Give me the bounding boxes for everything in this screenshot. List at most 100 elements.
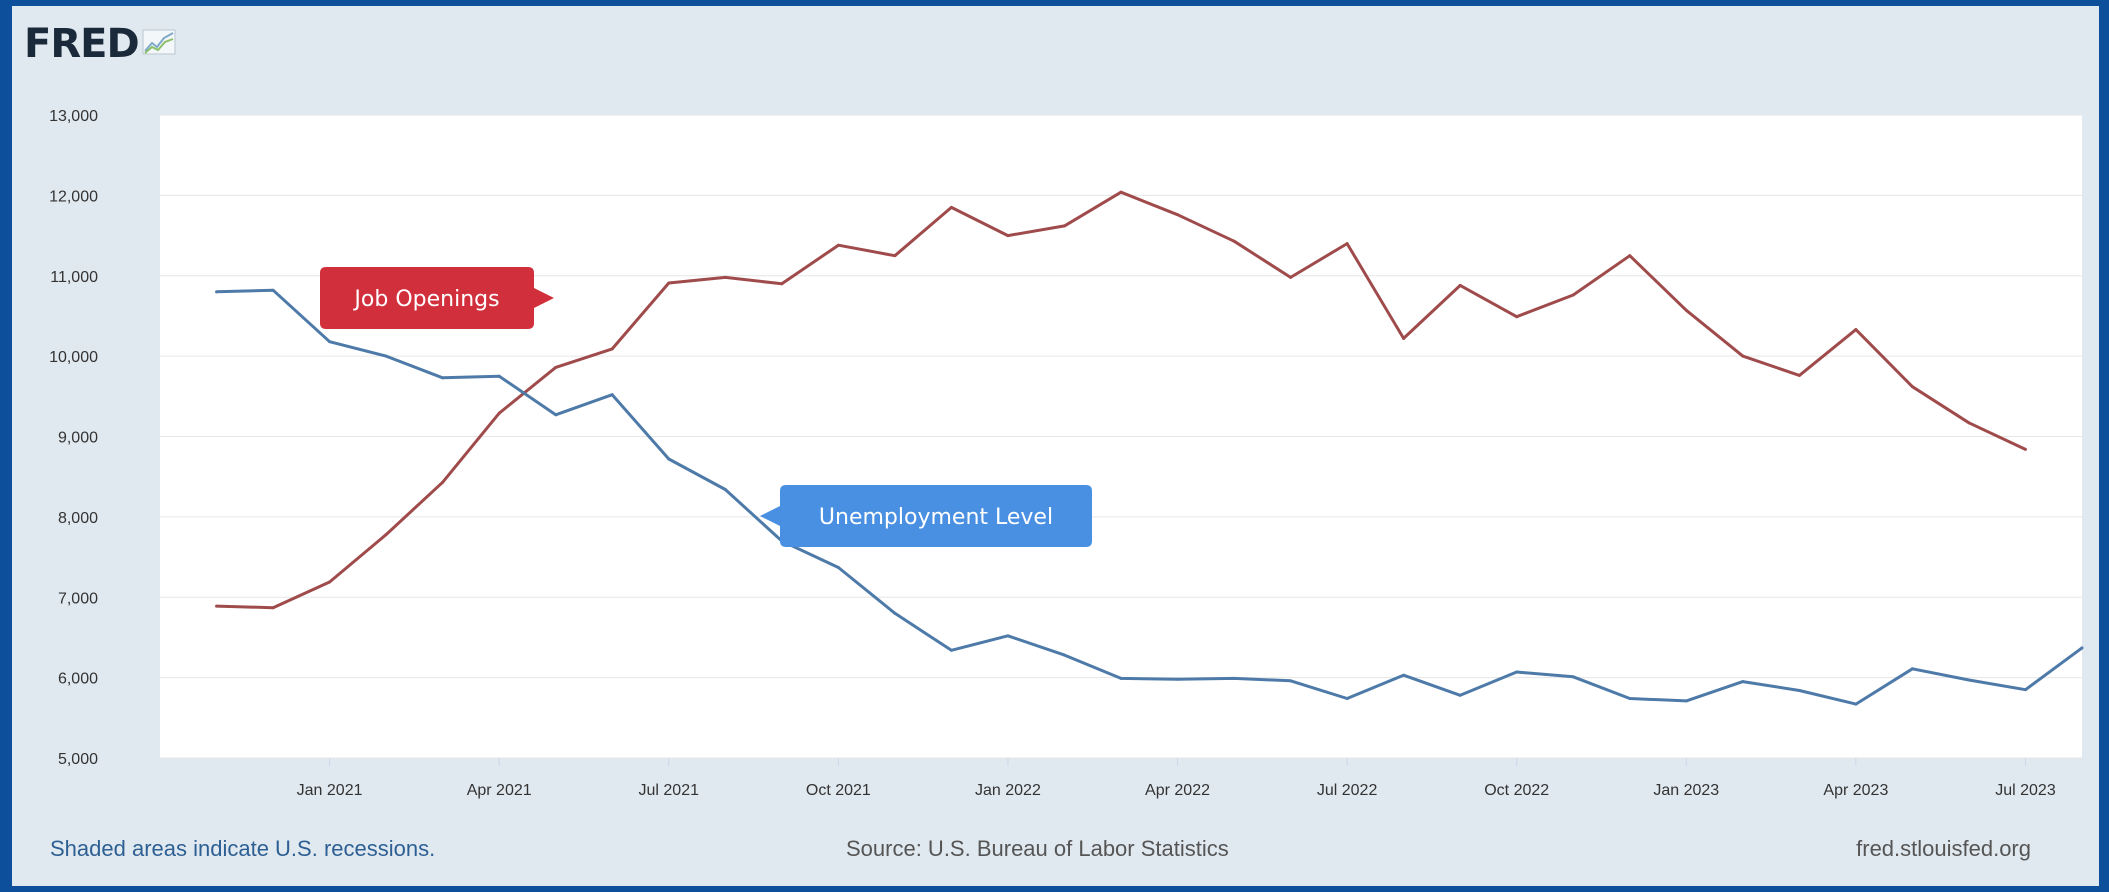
y-tick-label: 7,000 — [58, 590, 98, 607]
x-tick-label: Oct 2022 — [1484, 782, 1549, 799]
recession-note[interactable]: Shaded areas indicate U.S. recessions. — [50, 836, 436, 861]
data-point-unemployment-level — [441, 376, 445, 380]
data-point-unemployment-level — [215, 290, 219, 294]
y-tick-label: 10,000 — [49, 349, 98, 366]
data-point-job-openings — [554, 365, 558, 369]
data-point-job-openings — [723, 275, 727, 279]
data-point-unemployment-level — [497, 374, 501, 378]
data-point-job-openings — [1402, 336, 1406, 340]
data-point-unemployment-level — [667, 457, 671, 461]
data-point-unemployment-level — [1571, 675, 1575, 679]
data-point-job-openings — [1741, 354, 1745, 358]
data-point-unemployment-level — [1854, 702, 1858, 706]
data-point-job-openings — [1797, 373, 1801, 377]
data-point-unemployment-level — [723, 488, 727, 492]
data-point-unemployment-level — [893, 611, 897, 615]
x-tick-label: Jul 2021 — [639, 782, 700, 799]
data-point-unemployment-level — [1062, 653, 1066, 657]
data-point-job-openings — [271, 606, 275, 610]
y-tick-label: 6,000 — [58, 671, 98, 688]
callout-label: Unemployment Level — [819, 505, 1053, 530]
data-point-job-openings — [1684, 308, 1688, 312]
data-point-unemployment-level — [1910, 667, 1914, 671]
data-point-unemployment-level — [1119, 676, 1123, 680]
x-tick-label: Jan 2021 — [297, 782, 363, 799]
source-note: Source: U.S. Bureau of Labor Statistics — [846, 836, 1229, 861]
y-tick-label: 5,000 — [58, 751, 98, 768]
data-point-unemployment-level — [384, 354, 388, 358]
data-point-unemployment-level — [1232, 676, 1236, 680]
data-point-unemployment-level — [1345, 697, 1349, 701]
data-point-job-openings — [2023, 447, 2027, 451]
data-point-job-openings — [1232, 239, 1236, 243]
data-point-job-openings — [1910, 385, 1914, 389]
data-point-job-openings — [1854, 328, 1858, 332]
data-point-unemployment-level — [1741, 680, 1745, 684]
y-tick-label: 12,000 — [49, 188, 98, 205]
data-point-unemployment-level — [836, 566, 840, 570]
series-callout: Job Openings — [320, 267, 554, 329]
data-point-job-openings — [949, 205, 953, 209]
y-tick-label: 8,000 — [58, 510, 98, 527]
data-point-unemployment-level — [1402, 673, 1406, 677]
data-point-job-openings — [1458, 283, 1462, 287]
fred-logo[interactable]: FRED — [24, 24, 176, 64]
series-callout: Unemployment Level — [760, 485, 1092, 547]
data-point-unemployment-level — [2023, 688, 2027, 692]
x-tick-label: Jan 2023 — [1653, 782, 1719, 799]
data-point-unemployment-level — [1684, 699, 1688, 703]
x-tick-label: Apr 2021 — [467, 782, 532, 799]
data-point-unemployment-level — [1006, 634, 1010, 638]
data-point-job-openings — [215, 604, 219, 608]
y-tick-label: 13,000 — [49, 108, 98, 125]
data-point-unemployment-level — [1967, 678, 1971, 682]
series-line-unemployment-level — [216, 288, 2083, 706]
callout-bubble — [320, 267, 554, 329]
callout-bubble — [760, 485, 1092, 547]
data-point-job-openings — [328, 580, 332, 584]
data-point-unemployment-level — [1289, 679, 1293, 683]
data-point-unemployment-level — [949, 648, 953, 652]
data-point-job-openings — [497, 411, 501, 415]
data-point-unemployment-level — [554, 413, 558, 417]
data-point-job-openings — [1062, 224, 1066, 228]
data-point-job-openings — [1289, 275, 1293, 279]
x-tick-label: Apr 2022 — [1145, 782, 1210, 799]
x-tick-label: Jan 2022 — [975, 782, 1041, 799]
data-point-job-openings — [384, 533, 388, 537]
data-point-unemployment-level — [2080, 646, 2084, 650]
data-point-unemployment-level — [1458, 693, 1462, 697]
data-point-job-openings — [1515, 315, 1519, 319]
data-point-unemployment-level — [1628, 697, 1632, 701]
data-point-unemployment-level — [1797, 688, 1801, 692]
data-point-job-openings — [893, 254, 897, 258]
data-point-unemployment-level — [1515, 670, 1519, 674]
chart-line-icon — [142, 29, 176, 60]
data-point-job-openings — [1176, 213, 1180, 217]
data-point-job-openings — [1628, 254, 1632, 258]
y-tick-label: 11,000 — [50, 269, 98, 286]
data-point-unemployment-level — [328, 340, 332, 344]
x-tick-label: Oct 2021 — [806, 782, 871, 799]
data-point-unemployment-level — [610, 393, 614, 397]
y-tick-label: 9,000 — [58, 430, 98, 447]
data-point-job-openings — [1967, 421, 1971, 425]
data-point-unemployment-level — [1176, 677, 1180, 681]
data-point-job-openings — [610, 347, 614, 351]
logo-text: FRED — [24, 21, 140, 67]
site-link[interactable]: fred.stlouisfed.org — [1856, 836, 2031, 861]
x-tick-label: Jul 2022 — [1317, 782, 1378, 799]
data-point-job-openings — [1345, 242, 1349, 246]
data-point-job-openings — [667, 281, 671, 285]
data-point-job-openings — [780, 282, 784, 286]
data-point-job-openings — [1119, 190, 1123, 194]
x-tick-label: Apr 2023 — [1823, 782, 1888, 799]
data-point-job-openings — [1571, 293, 1575, 297]
data-point-unemployment-level — [271, 288, 275, 292]
data-point-job-openings — [836, 243, 840, 247]
data-point-job-openings — [441, 480, 445, 484]
callout-label: Job Openings — [352, 287, 499, 312]
x-tick-label: Jul 2023 — [1995, 782, 2056, 799]
data-point-job-openings — [1006, 234, 1010, 238]
